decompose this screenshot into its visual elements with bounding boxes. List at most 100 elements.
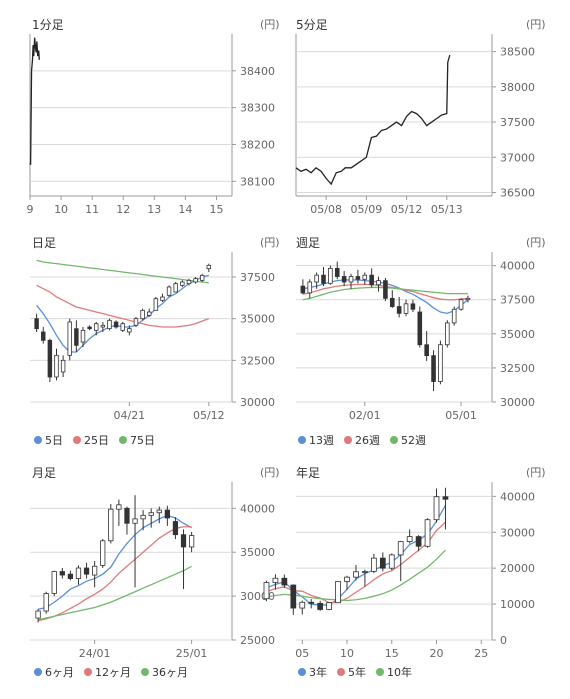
- ma-line-36ヶ月: [37, 565, 192, 621]
- y-tick-label: 30000: [500, 396, 535, 409]
- chart-5min: 36500 37000 37500 38000 38500 05/08 05/09 05/12…: [295, 34, 535, 216]
- panel-daily: 日足 (円) 30000 32500 35000 37500 04/21 05/12 5日…: [30, 232, 280, 452]
- ma-line-5日: [36, 274, 209, 353]
- y-tick-label: 38300: [240, 102, 275, 115]
- y-tick-label: 40000: [500, 260, 535, 273]
- legend-dot: [344, 436, 352, 444]
- y-tick-label: 30000: [240, 396, 275, 409]
- candle-body: [299, 601, 306, 609]
- candle-body: [94, 323, 99, 331]
- x-tick-label: 05/12: [391, 203, 423, 216]
- candle-body: [362, 571, 368, 573]
- legend-item[interactable]: 12ヶ月: [84, 664, 131, 680]
- panel-weekly: 週足 (円) 30000 32500 35000 37500 40000 02/01 05/…: [294, 232, 550, 452]
- candle-body: [328, 267, 333, 284]
- candle-body: [355, 276, 361, 280]
- legend-dot: [298, 668, 306, 676]
- candle-body: [59, 571, 65, 576]
- y-tick-label: 0: [500, 634, 507, 647]
- y-tick-label: 38100: [240, 175, 275, 188]
- panel-title: 日足: [32, 236, 57, 250]
- candle-body: [458, 299, 464, 310]
- y-tick-label: 38000: [500, 81, 535, 94]
- legend-item[interactable]: 75日: [119, 432, 155, 448]
- candle-body: [124, 507, 130, 524]
- x-tick-label: 05/01: [445, 409, 477, 422]
- legend-item[interactable]: 10年: [376, 664, 412, 680]
- legend-dot: [337, 668, 345, 676]
- legend-item[interactable]: 25日: [73, 432, 109, 448]
- y-tick-label: 32500: [500, 362, 535, 375]
- candle-body: [406, 536, 413, 543]
- legend-item[interactable]: 3年: [298, 664, 327, 680]
- candle-body: [186, 279, 192, 285]
- candle-body: [153, 298, 159, 311]
- candle-body: [403, 303, 409, 314]
- candle-body: [74, 328, 79, 346]
- y-tick-label: 35000: [500, 328, 535, 341]
- x-tick-label: 9: [27, 203, 34, 216]
- legend-label: 13週: [309, 434, 334, 447]
- chart-daily: 30000 32500 35000 37500 04/21 05/12: [30, 252, 275, 422]
- legend-weekly: 13週 26週 52週: [298, 432, 426, 448]
- legend-item[interactable]: 26週: [344, 432, 380, 448]
- candle-body: [326, 602, 332, 610]
- legend-dot: [73, 436, 81, 444]
- legend-item[interactable]: 36ヶ月: [141, 664, 188, 680]
- legend-item[interactable]: 5日: [34, 432, 63, 448]
- unit-label: (円): [260, 18, 280, 31]
- candle-body: [383, 280, 388, 299]
- candle-body: [445, 322, 450, 346]
- x-tick-label: 02/01: [349, 409, 381, 422]
- x-tick-label: 05/09: [351, 203, 383, 216]
- legend-monthly: 6ヶ月 12ヶ月 36ヶ月: [34, 664, 188, 680]
- candle-body: [424, 519, 431, 547]
- candle-body: [100, 324, 106, 328]
- candle-body: [41, 331, 46, 341]
- legend-item[interactable]: 13週: [298, 432, 334, 448]
- candle-body: [300, 285, 306, 294]
- candle-body: [424, 344, 429, 357]
- candle-body: [75, 567, 82, 579]
- candle-body: [317, 602, 324, 610]
- y-tick-label: 40000: [240, 502, 275, 515]
- legend-label: 5日: [45, 434, 63, 447]
- candle-body: [397, 541, 404, 556]
- candle-body: [362, 274, 368, 280]
- y-tick-label: 38200: [240, 138, 275, 151]
- x-tick-label: 25/01: [176, 647, 208, 660]
- candle-body: [451, 308, 457, 324]
- candle-body: [348, 276, 354, 283]
- ma-line-5年: [266, 521, 446, 604]
- candle-body: [43, 593, 49, 612]
- legend-item[interactable]: 6ヶ月: [34, 664, 74, 680]
- candle-body: [180, 281, 185, 286]
- legend-daily: 5日 25日 75日: [34, 432, 155, 448]
- legend-label: 3年: [309, 666, 327, 679]
- x-tick-label: 10: [340, 647, 354, 660]
- candle-body: [417, 311, 423, 346]
- legend-label: 12ヶ月: [95, 666, 131, 679]
- candle-body: [431, 355, 436, 382]
- legend-label: 36ヶ月: [152, 666, 188, 679]
- legend-yearly: 3年 5年 10年: [298, 664, 412, 680]
- legend-item[interactable]: 5年: [337, 664, 366, 680]
- legend-item[interactable]: 52週: [390, 432, 426, 448]
- x-tick-label: 13: [147, 203, 161, 216]
- candle-body: [314, 274, 319, 283]
- x-tick-label: 15: [209, 203, 223, 216]
- y-tick-label: 38400: [240, 65, 275, 78]
- candle-body: [107, 319, 112, 330]
- unit-label: (円): [526, 466, 546, 479]
- candle-body: [388, 554, 395, 569]
- candle-body: [80, 329, 86, 343]
- candle-body: [67, 321, 72, 356]
- candle-body: [188, 535, 195, 548]
- candle-body: [92, 565, 98, 576]
- y-tick-label: 35000: [240, 546, 275, 559]
- candle-body: [132, 518, 138, 524]
- candle-body: [353, 571, 359, 578]
- panel-title: 5分足: [296, 18, 328, 32]
- candle-body: [389, 297, 395, 307]
